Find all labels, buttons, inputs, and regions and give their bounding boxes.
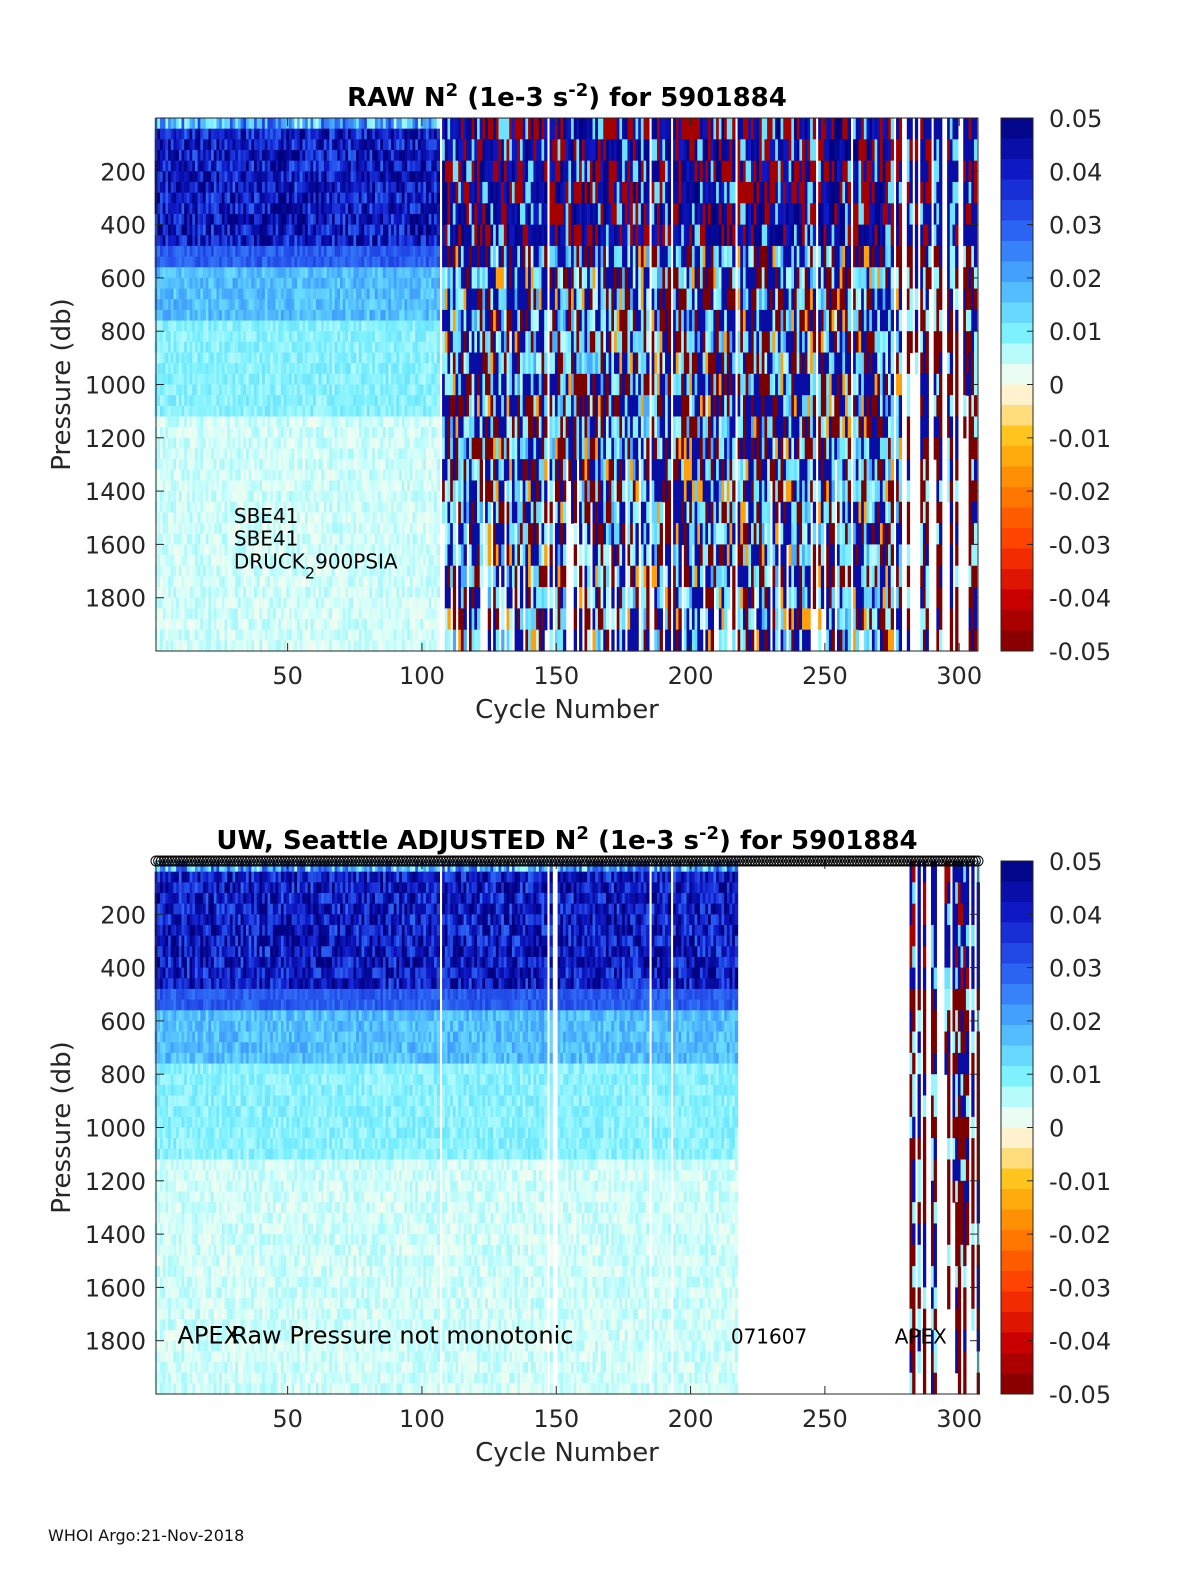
chart-panel-1: 50 100 150 200 250 30020040060080010001200140… (47, 80, 1111, 726)
figure: 50 100 150 200 250 30020040060080010001200140… (0, 0, 1200, 1575)
